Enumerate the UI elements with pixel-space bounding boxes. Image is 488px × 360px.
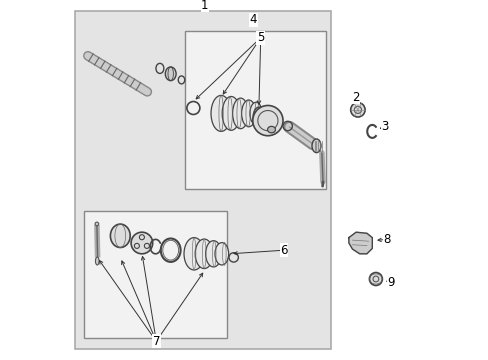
Ellipse shape [222, 96, 240, 130]
Circle shape [350, 103, 365, 117]
Text: 4: 4 [249, 13, 257, 26]
Circle shape [368, 273, 382, 285]
Ellipse shape [232, 98, 248, 129]
Ellipse shape [253, 107, 264, 127]
Ellipse shape [205, 241, 221, 267]
Text: 9: 9 [387, 276, 394, 289]
Ellipse shape [249, 102, 262, 125]
Ellipse shape [110, 224, 130, 248]
Ellipse shape [311, 139, 320, 153]
Ellipse shape [95, 257, 99, 265]
Text: 8: 8 [383, 233, 390, 246]
Circle shape [131, 232, 152, 254]
Circle shape [252, 105, 283, 136]
Text: 1: 1 [201, 0, 208, 12]
Text: 5: 5 [257, 31, 264, 44]
Ellipse shape [95, 222, 99, 226]
Ellipse shape [183, 238, 204, 270]
Ellipse shape [165, 67, 176, 81]
Bar [185, 31, 325, 189]
Text: 7: 7 [152, 335, 160, 348]
Bar [75, 11, 330, 349]
Polygon shape [348, 232, 371, 254]
Text: 2: 2 [351, 91, 358, 104]
Bar [84, 211, 226, 338]
Ellipse shape [215, 243, 228, 265]
Ellipse shape [267, 126, 275, 133]
Ellipse shape [241, 100, 256, 127]
Ellipse shape [211, 95, 231, 131]
Ellipse shape [195, 239, 213, 269]
Text: 6: 6 [280, 244, 287, 257]
Text: 3: 3 [381, 120, 388, 132]
